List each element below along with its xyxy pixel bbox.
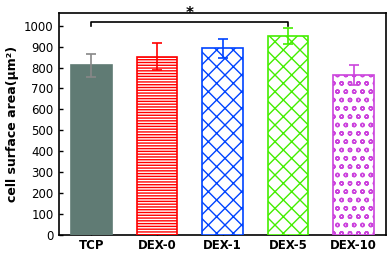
Bar <box>71 66 112 235</box>
Y-axis label: cell surface area(μm²): cell surface area(μm²) <box>5 46 18 202</box>
Bar <box>137 57 177 235</box>
Bar <box>202 48 243 235</box>
Bar <box>268 36 309 235</box>
Text: *: * <box>186 6 194 21</box>
Bar <box>333 76 374 235</box>
